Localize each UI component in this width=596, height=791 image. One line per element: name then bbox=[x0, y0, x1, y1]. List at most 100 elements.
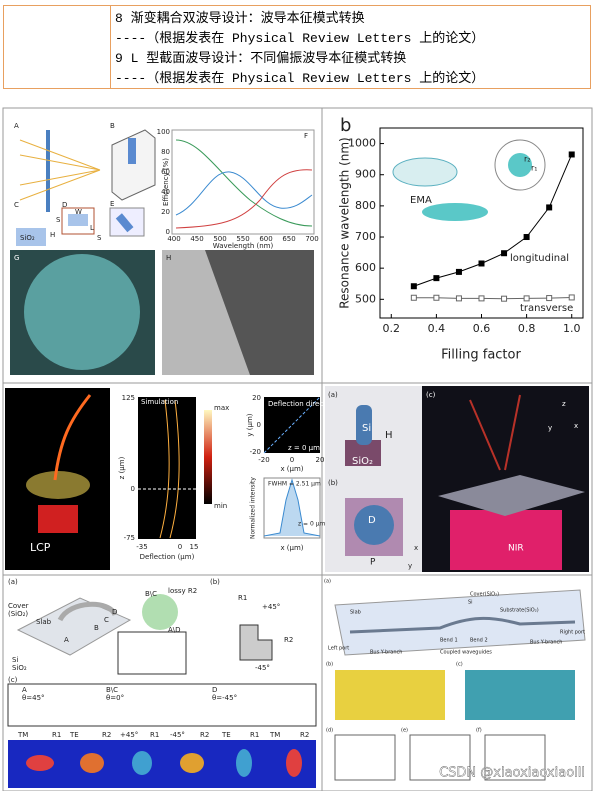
series-line bbox=[413, 154, 573, 287]
figure-4: (a) Si H SiO₂ (b) D P x y (c) z y x NIR bbox=[325, 386, 589, 572]
label: x bbox=[574, 422, 578, 430]
label: (c) bbox=[426, 391, 436, 399]
y-tick-label: 1000 bbox=[348, 137, 376, 150]
source bbox=[38, 505, 78, 533]
profile bbox=[263, 478, 321, 537]
figure-1: A B C D E F G H SiO₂ H S W L S Efficienc… bbox=[10, 122, 319, 375]
cell-c bbox=[16, 228, 46, 246]
tick: 500 bbox=[213, 235, 226, 243]
y-tick-label: 800 bbox=[355, 199, 376, 212]
legend-entry: longitudinal bbox=[510, 253, 569, 264]
label: C bbox=[14, 201, 19, 209]
label: Si bbox=[362, 423, 371, 434]
label: C bbox=[104, 616, 109, 624]
pillar-top bbox=[354, 505, 394, 545]
marker bbox=[523, 234, 530, 241]
tick: 0 bbox=[257, 421, 261, 429]
label: θ=0° bbox=[106, 694, 124, 702]
label: Bend 1 bbox=[440, 638, 458, 644]
label: min bbox=[214, 502, 227, 510]
marker bbox=[501, 295, 508, 302]
plot-e bbox=[409, 734, 471, 781]
cell-d bbox=[61, 207, 95, 235]
label: TM bbox=[17, 731, 28, 739]
waveguide bbox=[349, 616, 576, 634]
y-tick-label: 900 bbox=[355, 168, 376, 181]
label: (a) bbox=[324, 579, 331, 585]
item-list: 8 渐变耦合双波导设计：波导本征模式转换 ----（根据发表在 Physical… bbox=[111, 6, 484, 88]
label: z = 0 μm bbox=[298, 521, 326, 528]
item: 9 L 型截面波导设计：不同偏振波导本征模式转换 bbox=[115, 51, 407, 66]
tick: 600 bbox=[259, 235, 272, 243]
marker bbox=[501, 250, 508, 257]
label: D bbox=[62, 201, 67, 209]
label: Slab bbox=[36, 618, 52, 626]
x-tick-label: 0.6 bbox=[473, 322, 491, 335]
item-box: 8 渐变耦合双波导设计：波导本征模式转换 ----（根据发表在 Physical… bbox=[3, 5, 591, 89]
tick: 20 bbox=[316, 456, 325, 464]
tick: 0 bbox=[166, 228, 170, 236]
annotation: r₁ bbox=[531, 164, 538, 173]
eff-axes bbox=[171, 129, 315, 235]
l-shape bbox=[239, 624, 273, 661]
label: θ=45° bbox=[22, 694, 45, 702]
label: (SiO₂) bbox=[8, 610, 28, 618]
marker bbox=[523, 295, 530, 302]
axis-label: Deflection (μm) bbox=[140, 553, 195, 561]
figure-3: LCP Simulation Deflection direction z = … bbox=[5, 388, 337, 570]
axis-label: Efficiency (%) bbox=[162, 158, 170, 206]
label: Slab bbox=[350, 610, 361, 616]
label: SiO₂ bbox=[12, 664, 27, 672]
tick: 60 bbox=[161, 168, 170, 176]
label: z bbox=[562, 400, 566, 408]
tick: 0 bbox=[178, 543, 182, 551]
plot-frame bbox=[379, 127, 584, 319]
map-c bbox=[465, 670, 575, 720]
sphere bbox=[142, 594, 178, 630]
label: TE bbox=[69, 731, 79, 739]
plot-d bbox=[334, 734, 396, 781]
label: SiO₂ bbox=[20, 234, 35, 242]
label: θ=-45° bbox=[212, 694, 237, 702]
ring bbox=[57, 601, 118, 622]
marker bbox=[546, 204, 553, 211]
rays bbox=[19, 139, 101, 201]
label: D bbox=[112, 608, 117, 616]
chart-b: b Resonance wavelength (nm) Filling fact… bbox=[338, 115, 584, 363]
lens-photo bbox=[24, 254, 140, 370]
label: Si bbox=[12, 656, 18, 664]
mode bbox=[286, 749, 302, 777]
label: Bend 2 bbox=[470, 638, 488, 644]
ema-ellipse bbox=[422, 203, 488, 221]
label: A\D bbox=[168, 626, 181, 634]
cross-section bbox=[117, 631, 187, 675]
beam bbox=[53, 394, 92, 481]
mode bbox=[132, 751, 152, 775]
label: x bbox=[414, 544, 418, 552]
mode bbox=[26, 755, 54, 771]
label: -45° bbox=[170, 731, 185, 739]
label: (c) bbox=[456, 662, 463, 668]
label: L bbox=[90, 224, 94, 232]
tick: -75 bbox=[124, 534, 135, 542]
label: B bbox=[110, 122, 115, 130]
y-tick-label: 700 bbox=[355, 230, 376, 243]
mode bbox=[180, 753, 204, 773]
label: (e) bbox=[401, 728, 408, 734]
mode bbox=[80, 753, 104, 773]
marker bbox=[455, 295, 462, 302]
tick: 450 bbox=[190, 235, 203, 243]
label: A bbox=[22, 686, 27, 694]
label: Bus Y-branch bbox=[530, 640, 562, 646]
x-tick-label: 0.8 bbox=[518, 322, 536, 335]
tick: -20 bbox=[250, 448, 261, 456]
axis-label: Normalized intensity bbox=[250, 477, 257, 539]
label: S bbox=[56, 216, 61, 224]
label: F bbox=[304, 132, 308, 140]
label: Deflection direction bbox=[268, 400, 337, 408]
legend-entry: transverse bbox=[520, 303, 573, 314]
table bbox=[7, 683, 317, 727]
label: A bbox=[64, 636, 69, 644]
annotation: r₂ bbox=[524, 155, 531, 164]
